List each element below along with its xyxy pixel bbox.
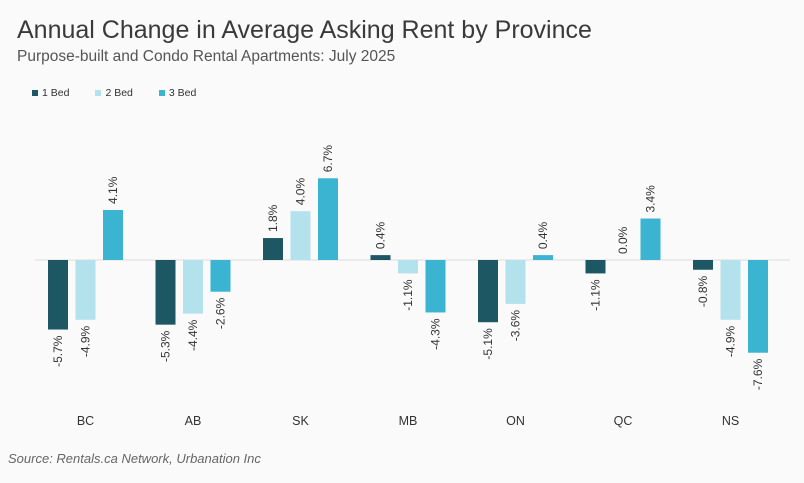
bar-2-bed-ab xyxy=(183,260,203,314)
data-label: -7.6% xyxy=(751,358,765,390)
bar-1-bed-ns xyxy=(693,260,713,270)
category-label-mb: MB xyxy=(399,414,418,428)
category-label-on: ON xyxy=(506,414,525,428)
bar-1-bed-bc xyxy=(48,260,68,330)
bar-1-bed-mb xyxy=(370,255,391,260)
data-label: -4.3% xyxy=(429,318,443,350)
category-label-qc: QC xyxy=(614,414,633,428)
legend-label-2-bed: 2 Bed xyxy=(105,87,133,99)
data-label: -5.1% xyxy=(481,328,495,360)
bar-2-bed-bc xyxy=(75,260,96,320)
bar-3-bed-ns xyxy=(748,260,768,353)
source-note: Source: Rentals.ca Network, Urbanation I… xyxy=(8,451,261,466)
bar-1-bed-qc xyxy=(585,260,606,274)
legend-swatch-2-bed xyxy=(95,90,102,96)
data-label: -4.9% xyxy=(724,325,738,357)
data-label: 0.0% xyxy=(616,226,630,254)
data-label: -4.4% xyxy=(186,319,200,351)
category-label-sk: SK xyxy=(292,414,309,428)
bar-3-bed-qc xyxy=(640,218,661,260)
bar-2-bed-sk xyxy=(290,211,311,260)
bar-2-bed-on xyxy=(505,260,526,304)
data-label: 4.0% xyxy=(294,178,308,206)
legend-label-3-bed: 3 Bed xyxy=(168,87,197,99)
bar-2-bed-mb xyxy=(398,260,418,274)
category-label-bc: BC xyxy=(77,414,94,428)
bar-3-bed-sk xyxy=(318,178,338,260)
data-label: 1.8% xyxy=(266,204,280,232)
bar-1-bed-sk xyxy=(263,238,283,260)
data-label: 4.1% xyxy=(106,176,120,204)
category-label-ns: NS xyxy=(722,414,739,428)
legend-item-1-bed: 1 Bed xyxy=(32,87,69,99)
chart-subtitle: Purpose-built and Condo Rental Apartment… xyxy=(17,48,396,65)
data-label: -5.7% xyxy=(51,335,65,367)
data-label: -0.8% xyxy=(696,275,710,307)
data-label: 3.4% xyxy=(644,185,658,213)
data-label: -3.6% xyxy=(509,310,523,342)
data-label: -2.6% xyxy=(214,297,228,329)
category-label-ab: AB xyxy=(185,414,202,428)
chart-title: Annual Change in Average Asking Rent by … xyxy=(17,16,592,44)
legend-item-3-bed: 3 Bed xyxy=(158,87,197,99)
data-label: -4.9% xyxy=(79,325,93,357)
data-label: -1.1% xyxy=(589,279,603,311)
bar-1-bed-ab xyxy=(155,260,176,325)
legend-swatch-1-bed xyxy=(32,90,38,96)
bar-1-bed-on xyxy=(478,260,498,323)
data-label: 0.4% xyxy=(374,221,388,249)
legend-label-1-bed: 1 Bed xyxy=(42,87,70,99)
bar-3-bed-on xyxy=(533,255,553,260)
bar-3-bed-bc xyxy=(103,209,123,260)
legend-swatch-3-bed xyxy=(158,90,165,96)
bar-3-bed-ab xyxy=(210,260,231,292)
data-label: -5.3% xyxy=(159,330,173,362)
data-label: -1.1% xyxy=(401,279,415,311)
legend-item-2-bed: 2 Bed xyxy=(95,87,133,99)
data-label: 6.7% xyxy=(321,145,335,173)
legend: 1 Bed 2 Bed 3 Bed xyxy=(32,87,196,99)
data-label: 0.4% xyxy=(536,221,550,249)
bar-2-bed-ns xyxy=(720,260,741,320)
bar-3-bed-mb xyxy=(425,260,446,313)
